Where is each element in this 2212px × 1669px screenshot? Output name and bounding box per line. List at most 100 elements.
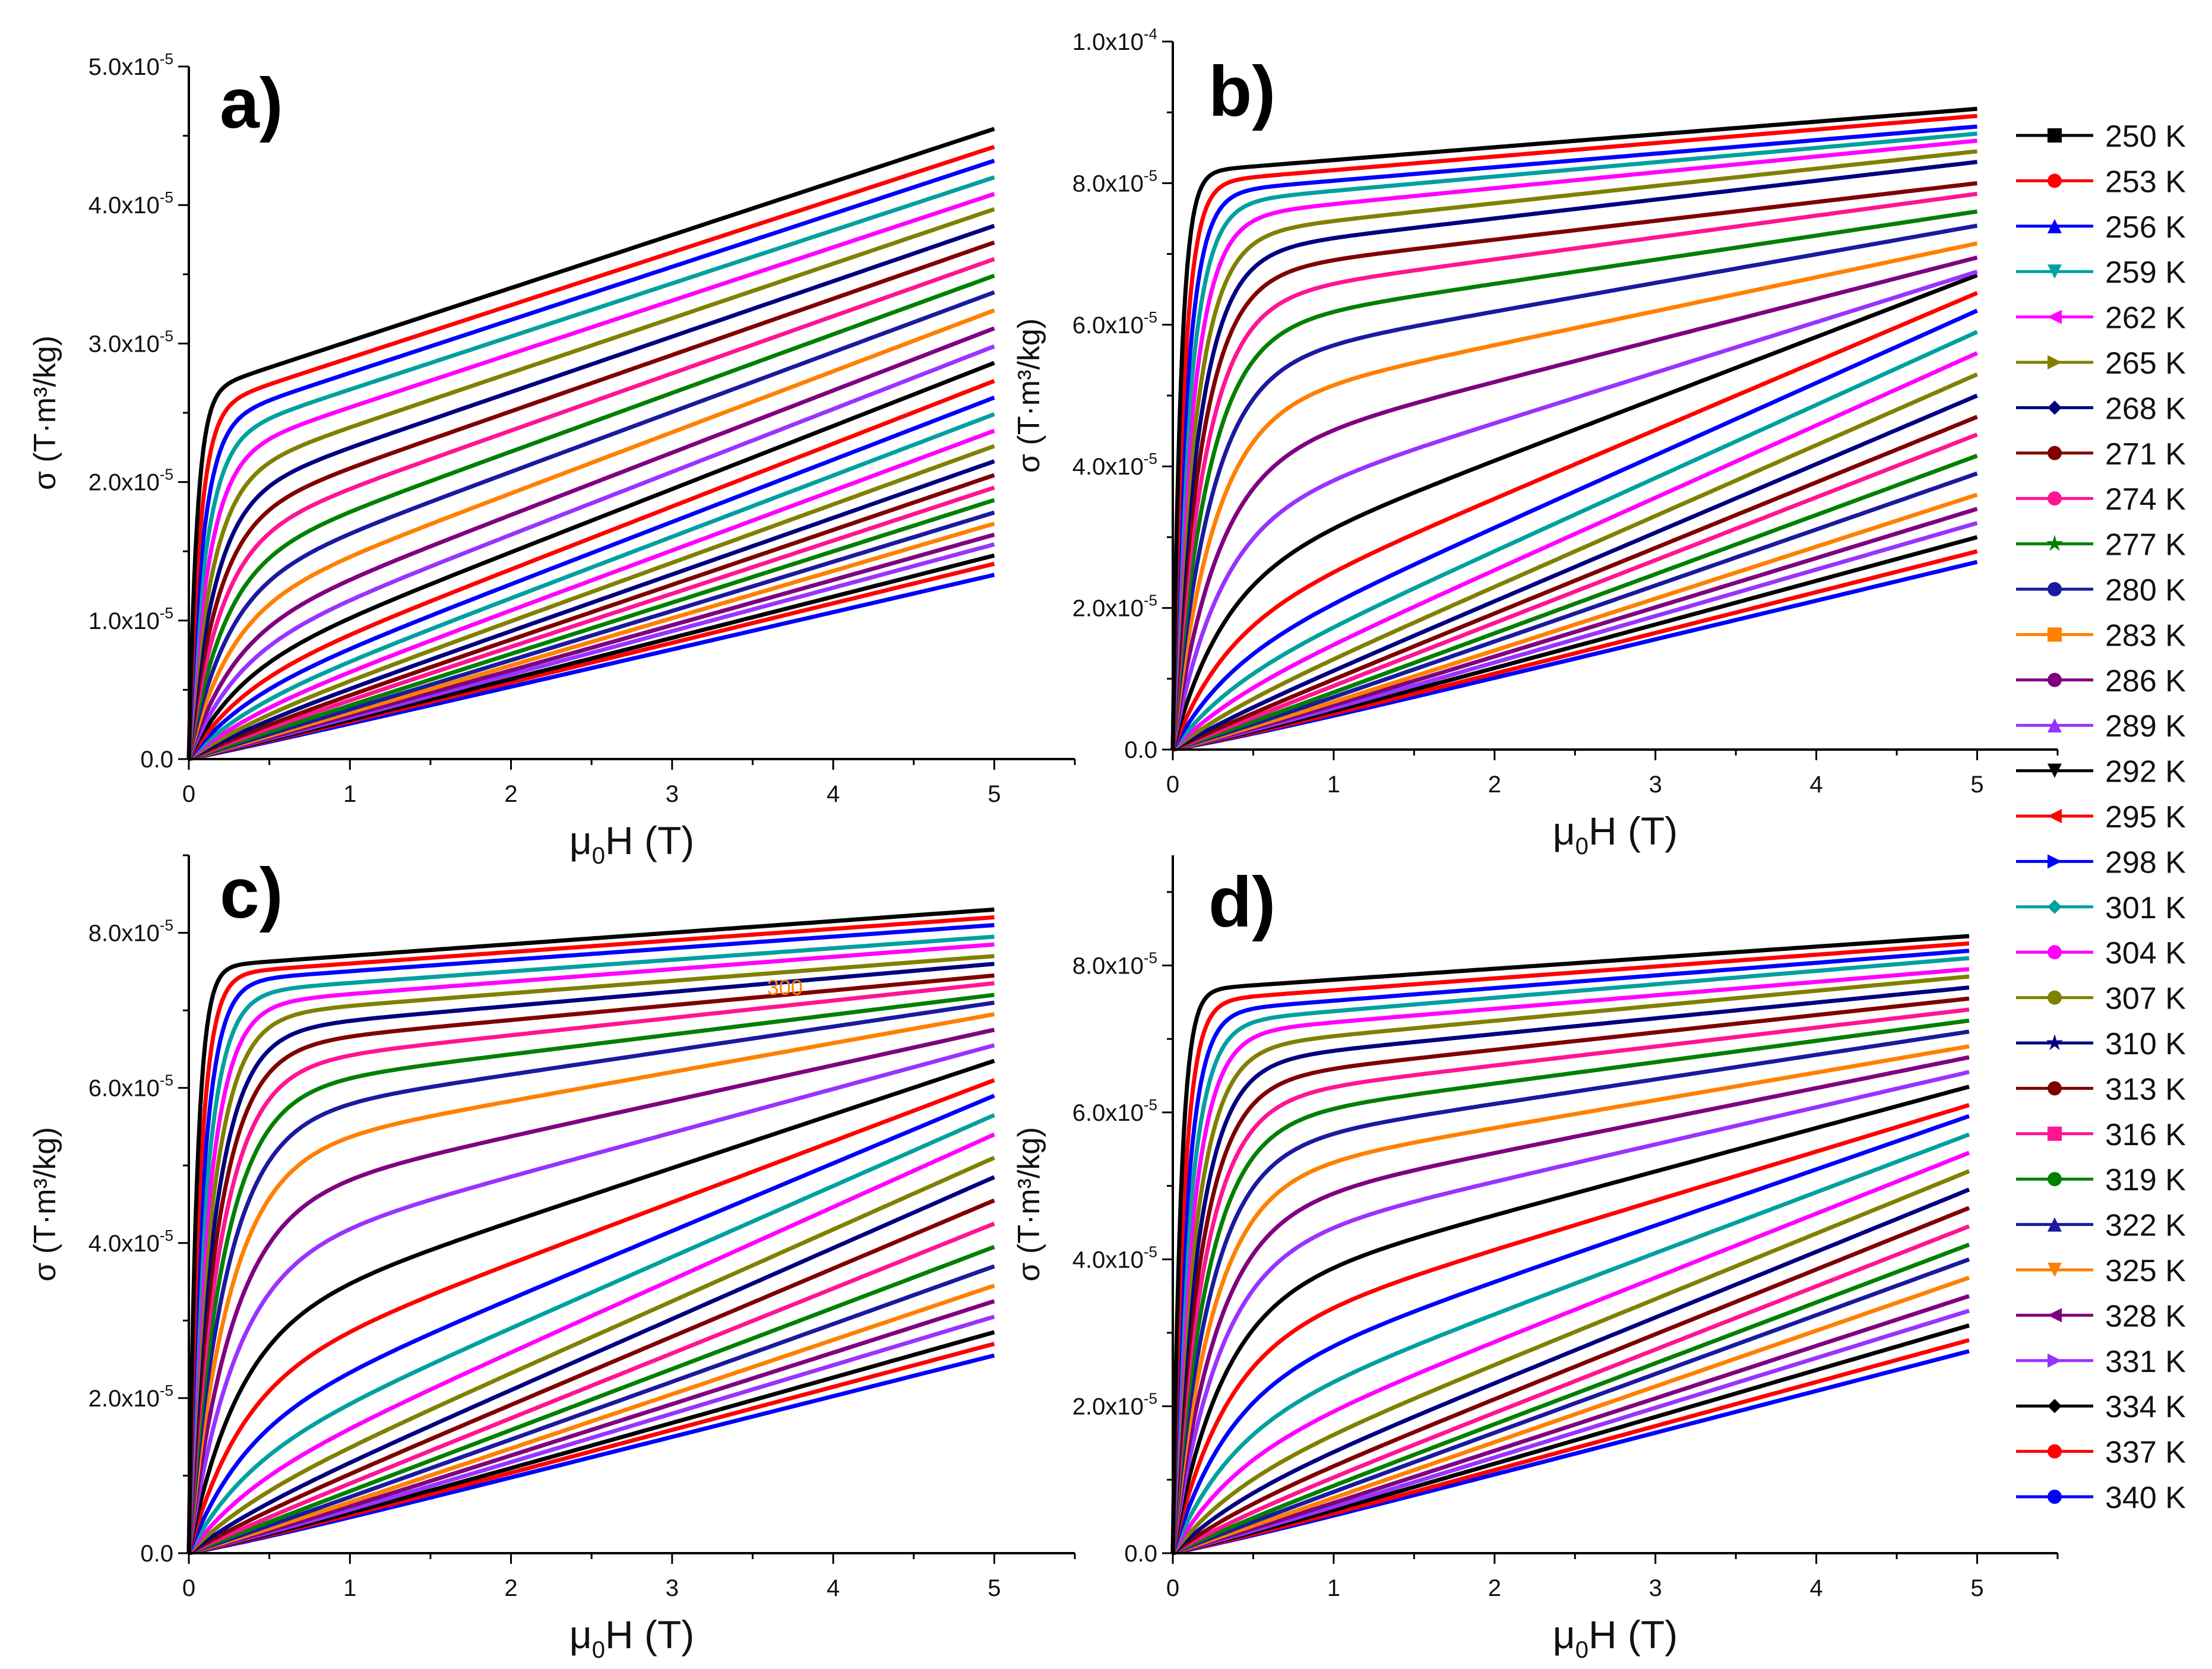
- series-line-274-K: [1170, 1007, 1970, 1554]
- y-tick-label: 2.0x10-5: [88, 466, 173, 496]
- legend-label: 259 K: [2105, 255, 2186, 290]
- legend-marker-diamond: [2048, 1399, 2062, 1414]
- series-line-262-K: [1170, 138, 1977, 750]
- legend-entry: 265 K: [2016, 346, 2186, 381]
- legend-label: 298 K: [2105, 845, 2186, 880]
- legend-marker-triangle-down: [2048, 1263, 2062, 1277]
- series-line-289-K: [1170, 270, 1978, 751]
- y-tick-label: 6.0x10-5: [1072, 1096, 1157, 1126]
- legend-label: 274 K: [2105, 482, 2186, 517]
- series-line-286-K: [1170, 1055, 1970, 1554]
- y-tick-label: 0.0: [140, 747, 173, 773]
- x-tick-label: 3: [1649, 772, 1662, 798]
- y-tick-label: 2.0x10-5: [1072, 592, 1157, 622]
- legend-entry: 319 K: [2016, 1163, 2186, 1197]
- series-line-304-K: [1170, 351, 1978, 752]
- x-tick-label: 0: [1166, 1575, 1179, 1601]
- series-group: [1170, 934, 1970, 1556]
- series-group: [1170, 106, 1978, 752]
- legend-entry: 283 K: [2016, 618, 2186, 653]
- series-line-259-K: [1170, 956, 1970, 1554]
- x-tick-label: 5: [1970, 1575, 1983, 1601]
- x-tick-label: 1: [343, 781, 356, 807]
- legend-label: 340 K: [2105, 1481, 2186, 1515]
- series-line-253-K: [1170, 941, 1970, 1554]
- x-axis-title: μ0H (T): [569, 818, 695, 869]
- series-line-265-K: [186, 954, 995, 1554]
- series-line-304-K: [186, 1132, 995, 1555]
- x-tick-label: 4: [827, 1575, 840, 1601]
- legend-entry: 271 K: [2016, 437, 2186, 472]
- legend-entry: 253 K: [2016, 165, 2186, 199]
- series-line-283-K: [186, 1012, 995, 1554]
- legend-marker-diamond: [2048, 899, 2062, 914]
- legend-marker-circle: [2048, 1490, 2062, 1504]
- x-tick-label: 4: [827, 781, 840, 807]
- series-line-310-K: [1170, 1187, 1970, 1556]
- legend-marker-triangle-right: [2048, 355, 2062, 369]
- series-line-289-K: [1170, 1070, 1970, 1554]
- panel-2: 0 1 2 3 4 5 0.0 2.0x10-5 4.0x10-5 6.0x10-5 8.0x10-…: [28, 854, 1076, 1663]
- series-line-271-K: [1170, 181, 1977, 750]
- legend-label: 328 K: [2105, 1299, 2186, 1333]
- x-tick-label: 5: [988, 1575, 1001, 1601]
- x-tick-label: 1: [343, 1575, 356, 1601]
- series-line-322-K: [186, 1264, 995, 1556]
- legend-entry: 277 K: [2016, 528, 2186, 562]
- series-line-268-K: [186, 962, 995, 1554]
- legend-label: 304 K: [2105, 936, 2186, 971]
- legend-marker-triangle-down: [2048, 264, 2062, 279]
- y-tick-label: 4.0x10-5: [1072, 450, 1157, 480]
- series-line-262-K: [186, 942, 995, 1554]
- series-line-310-K: [186, 1175, 995, 1556]
- y-tick-label: 2.0x10-5: [1072, 1390, 1157, 1420]
- series-line-265-K: [1170, 974, 1970, 1554]
- series-line-313-K: [1170, 415, 1978, 752]
- series-line-271-K: [186, 240, 995, 760]
- legend-marker-circle: [2048, 990, 2062, 1005]
- y-axis-title: σ (T·m³/kg): [28, 1127, 62, 1281]
- series-line-295-K: [1170, 290, 1978, 751]
- legend-label: 289 K: [2105, 709, 2186, 744]
- series-line-259-K: [1170, 131, 1977, 750]
- series-line-286-K: [186, 326, 995, 761]
- legend: 250 K 253 K 256 K 259 K 262 K 265 K 268 K 271 K…: [2016, 119, 2186, 1515]
- legend-label: 283 K: [2105, 618, 2186, 653]
- series-line-313-K: [1170, 1206, 1970, 1556]
- series-line-307-K: [1170, 1169, 1970, 1555]
- series-line-295-K: [1170, 1103, 1970, 1554]
- series-line-298-K: [186, 396, 995, 761]
- x-tick-label: 2: [504, 1575, 517, 1601]
- series-line-250-K: [1170, 106, 1977, 750]
- x-tick-label: 2: [1488, 1575, 1501, 1601]
- legend-label: 250 K: [2105, 119, 2186, 154]
- series-line-310-K: [186, 459, 995, 761]
- series-line-280-K: [186, 290, 995, 760]
- legend-label: 337 K: [2105, 1436, 2186, 1470]
- series-line-271-K: [1170, 996, 1970, 1554]
- series-line-304-K: [186, 429, 995, 761]
- legend-entry: 298 K: [2016, 845, 2186, 880]
- x-axis-title: μ0H (T): [1553, 809, 1678, 859]
- legend-label: 280 K: [2105, 573, 2186, 608]
- legend-label: 265 K: [2105, 346, 2186, 381]
- legend-marker-star: [2046, 535, 2064, 551]
- series-line-313-K: [186, 473, 995, 761]
- y-tick-label: 1.0x10-5: [88, 604, 173, 634]
- series-line-292-K: [186, 361, 995, 761]
- x-tick-label: 0: [182, 781, 195, 807]
- x-tick-label: 1: [1327, 772, 1340, 798]
- panel-0: 0 1 2 3 4 5 0.0 1.0x10-5 2.0x10-5 3.0x10-5 4.0x10-…: [28, 50, 1076, 869]
- legend-entry: 292 K: [2016, 755, 2186, 789]
- y-axis-title: σ (T·m³/kg): [1012, 318, 1046, 473]
- legend-entry: 295 K: [2016, 800, 2186, 834]
- x-tick-label: 0: [182, 1575, 195, 1601]
- legend-entry: 280 K: [2016, 573, 2186, 608]
- legend-label: 277 K: [2105, 528, 2186, 562]
- series-line-259-K: [186, 934, 995, 1554]
- legend-entry: 256 K: [2016, 210, 2186, 245]
- legend-marker-square: [2048, 627, 2062, 642]
- legend-marker-circle: [2048, 672, 2062, 687]
- legend-marker-circle: [2048, 445, 2062, 460]
- legend-label: 334 K: [2105, 1390, 2186, 1424]
